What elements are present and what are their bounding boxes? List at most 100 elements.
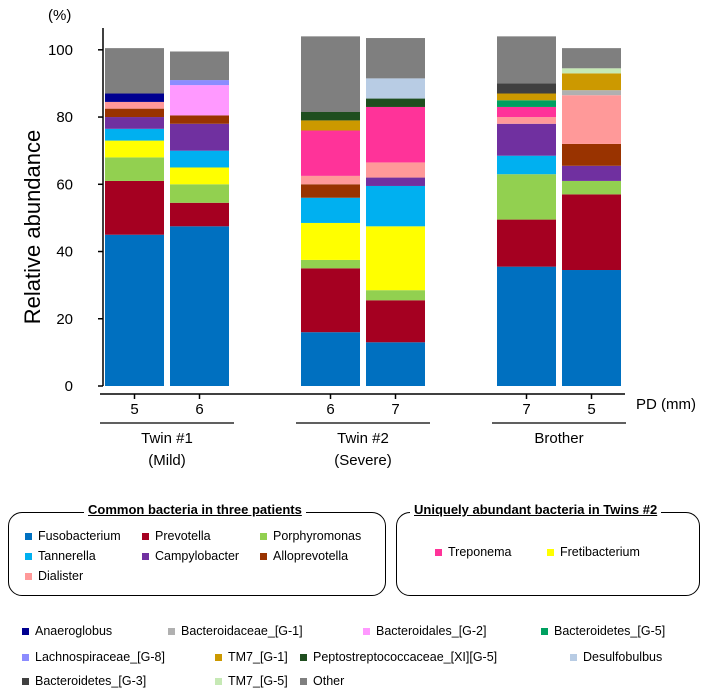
legend-swatch	[260, 552, 267, 560]
legend-item-bacteroidetes-g5: Bacteroidetes_[G-5]	[541, 624, 665, 638]
y-tick-label: 0	[65, 378, 73, 395]
legend-swatch	[260, 532, 267, 540]
legend-swatch	[142, 552, 149, 560]
legend-swatch	[541, 627, 548, 635]
bar-segment	[301, 120, 360, 131]
bar-segment	[170, 123, 229, 151]
bar-segment	[170, 115, 229, 124]
bar-segment	[105, 180, 164, 235]
legend-swatch	[300, 677, 307, 685]
bar-segment	[562, 90, 621, 96]
bar-segment	[170, 150, 229, 168]
bar-segment	[562, 165, 621, 181]
bar-segment	[105, 234, 164, 386]
axes-layer	[98, 28, 626, 424]
x-tick-label: 7	[522, 401, 530, 418]
bar-segment	[301, 197, 360, 223]
legend-item-bacteroidetes-g3: Bacteroidetes_[G-3]	[22, 674, 146, 688]
bar-segment	[170, 226, 229, 386]
legend-label: Alloprevotella	[273, 549, 349, 563]
bars-layer	[105, 36, 621, 386]
bar-segment	[497, 266, 556, 386]
legend-label: Fusobacterium	[38, 529, 121, 543]
bar-segment	[497, 83, 556, 94]
bar-segment	[170, 184, 229, 203]
bar-segment	[170, 51, 229, 81]
legend-label: Campylobacter	[155, 549, 240, 563]
legend-label: TM7_[G-1]	[228, 650, 288, 664]
y-tick-label: 20	[56, 311, 73, 328]
bar-segment	[301, 184, 360, 198]
y-tick-label: 40	[56, 244, 73, 261]
bar-segment	[366, 342, 425, 386]
bar-segment	[497, 174, 556, 220]
legend-item-desulfobulbus: Desulfobulbus	[570, 650, 662, 664]
bar-segment	[366, 185, 425, 227]
legend-label: Other	[313, 674, 345, 688]
legend-item-alloprevotella: Alloprevotella	[260, 549, 348, 563]
bar-segment	[497, 123, 556, 156]
x-tick-label: 7	[391, 401, 399, 418]
bar-segment	[562, 143, 621, 166]
legend-item-prevotella: Prevotella	[142, 529, 211, 543]
legend-label: Treponema	[448, 545, 512, 559]
legend-label: Bacteroidales_[G-2]	[376, 624, 487, 638]
y-axis-title: Relative abundance	[20, 130, 45, 324]
bar-segment	[497, 36, 556, 84]
y-unit-label: (%)	[48, 7, 71, 24]
legend-item-campylobacter: Campylobacter	[142, 549, 239, 563]
bar-segment	[497, 117, 556, 124]
bar-segment	[562, 68, 621, 74]
bar-segment	[301, 36, 360, 113]
legend-item-porphyromonas: Porphyromonas	[260, 529, 361, 543]
bar-segment	[366, 106, 425, 163]
bar-segment	[562, 95, 621, 144]
legend-item-bacteroidaceae-g1: Bacteroidaceae_[G-1]	[168, 624, 303, 638]
x-tick-label: 6	[195, 401, 203, 418]
bar-segment	[105, 157, 164, 181]
bar-segment	[562, 48, 621, 69]
legend-swatch	[25, 572, 32, 580]
legend-item-tm7-g1: TM7_[G-1]	[215, 650, 288, 664]
legend-swatch	[300, 653, 307, 661]
bar-segment	[497, 219, 556, 267]
legend-swatch	[435, 548, 442, 556]
unique-legend-title: Uniquely abundant bacteria in Twins #2	[410, 502, 662, 517]
legend-swatch	[25, 552, 32, 560]
common-legend-title: Common bacteria in three patients	[84, 502, 306, 517]
legend-label: Peptostreptococcaceae_[XI][G-5]	[313, 650, 498, 664]
bar-segment	[105, 101, 164, 109]
legend-item-tm7-g5: TM7_[G-5]	[215, 674, 288, 688]
group-label: Brother	[534, 430, 583, 447]
x-unit-label: PD (mm)	[636, 396, 696, 413]
stacked-bar-chart: (%) Relative abundance PD (mm) 0 20 40 60 80…	[20, 7, 696, 469]
bar-segment	[170, 80, 229, 86]
bar-segment	[301, 332, 360, 386]
bar-segment	[170, 167, 229, 185]
bar-segment	[562, 180, 621, 195]
legend-item-other: Other	[300, 674, 344, 688]
x-tick-label: 5	[587, 401, 595, 418]
legend-item-bacteroidales-g2: Bacteroidales_[G-2]	[363, 624, 486, 638]
bar-segment	[497, 155, 556, 175]
bar-segment	[366, 98, 425, 107]
legend-label: Porphyromonas	[273, 529, 362, 543]
bar-segment	[105, 93, 164, 102]
bar-segment	[366, 38, 425, 79]
legend-swatch	[22, 653, 29, 661]
bar-segment	[105, 117, 164, 129]
bar-segment	[105, 108, 164, 118]
legend-label: TM7_[G-5]	[228, 674, 288, 688]
bar-segment	[497, 106, 556, 118]
bar-segment	[301, 259, 360, 269]
bar-segment	[105, 140, 164, 158]
group-sublabel: (Mild)	[148, 452, 186, 469]
legend-item-fusobacterium: Fusobacterium	[25, 529, 121, 543]
legend-label: Lachnospiraceae_[G-8]	[35, 650, 165, 664]
bar-segment	[301, 175, 360, 185]
bar-segment	[170, 202, 229, 227]
legend-label: Prevotella	[155, 529, 211, 543]
bar-segment	[497, 100, 556, 107]
group-sublabel: (Severe)	[334, 452, 392, 469]
bar-segment	[105, 48, 164, 94]
